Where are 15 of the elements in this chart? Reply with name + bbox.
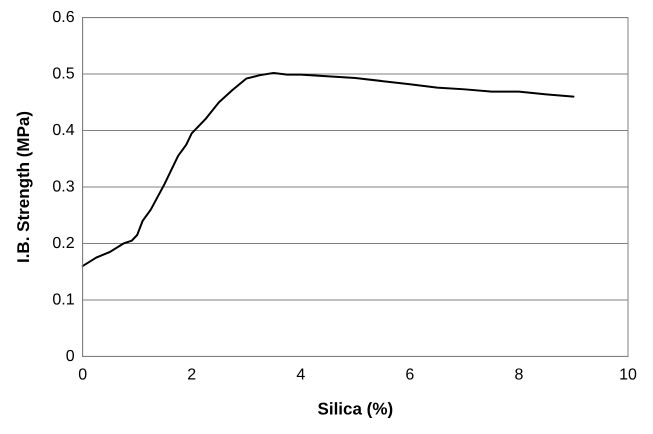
y-tick-label: 0.5 — [52, 65, 75, 82]
x-tick-label: 2 — [187, 366, 196, 384]
x-tick-label: 4 — [296, 366, 306, 384]
x-tick-label: 8 — [514, 366, 524, 384]
y-tick-label: 0.4 — [52, 122, 75, 139]
y-axis-title: I.B. Strength (MPa) — [14, 110, 33, 264]
x-tick-label: 0 — [78, 366, 88, 384]
x-tick-label: 6 — [405, 366, 414, 384]
y-tick-label: 0.6 — [52, 9, 75, 26]
y-tick-label: 0.2 — [52, 234, 75, 252]
y-tick-label: 0.3 — [52, 178, 75, 196]
x-axis-title: Silica (%) — [318, 399, 394, 418]
y-tick-label: 0 — [66, 348, 75, 365]
y-tick-label: 0.1 — [52, 291, 75, 308]
x-tick-label: 10 — [619, 366, 637, 384]
